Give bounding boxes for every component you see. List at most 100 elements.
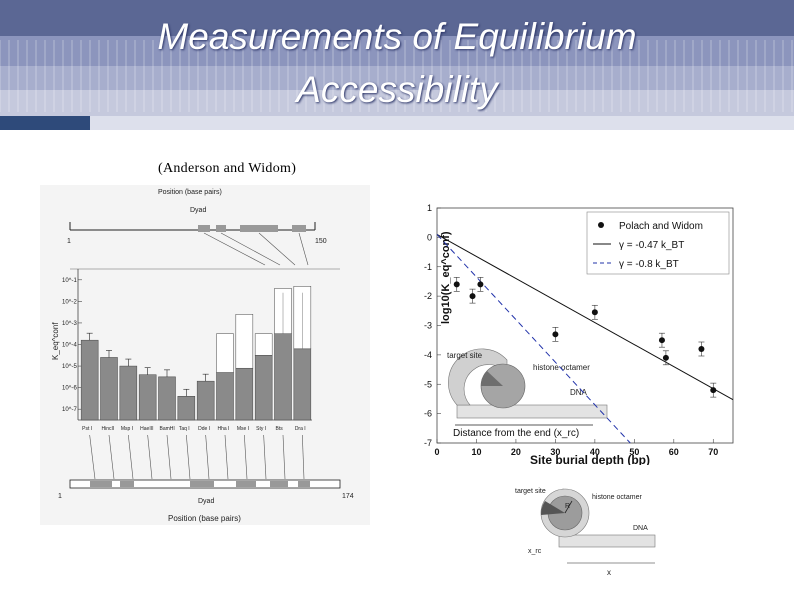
left-open-bar (216, 333, 234, 373)
left-category-label: Msp I (121, 426, 133, 432)
bottom-connector (147, 434, 153, 480)
diagram-octamer-label: histone octamer (592, 494, 642, 501)
data-point (477, 281, 484, 288)
data-point (662, 354, 669, 361)
top-site-1 (198, 225, 210, 232)
data-point (710, 387, 717, 394)
diagram-target-site (540, 501, 565, 515)
left-bar (274, 333, 292, 421)
bottom-site-6 (298, 481, 310, 487)
left-y-tick-label: 10^-2 (62, 299, 77, 305)
inset-octamer-label: histone octamer (533, 363, 590, 372)
left-category-label: Bts (275, 426, 283, 432)
left-bar (235, 367, 254, 421)
data-point (552, 331, 559, 338)
left-category-labels: Pst I HincII Msp I HaeIII BamHI Taq I Dde I Hha… (82, 426, 306, 432)
left-bar (119, 365, 138, 421)
inset-target-site (481, 371, 503, 386)
right-x-tick-label: 30 (550, 447, 560, 457)
diagram-xrc-label: x_rc (528, 548, 542, 555)
right-x-tick-label: 50 (629, 447, 639, 457)
legend-box (586, 211, 730, 275)
left-bar (196, 380, 215, 421)
left-bar (293, 348, 312, 421)
left-category-label: HaeIII (140, 426, 153, 432)
top-axis-title: Position (base pairs) (158, 189, 222, 196)
right-y-tick-label: -6 (424, 409, 432, 419)
right-y-tick-label: -7 (424, 438, 432, 448)
diagram-radius-line (564, 500, 573, 514)
left-bar (100, 357, 118, 421)
header-dark-band (0, 0, 794, 36)
left-category-label: Pst I (82, 426, 92, 432)
top-site-4 (292, 225, 306, 232)
bottom-connector (186, 434, 191, 480)
inset-dna (456, 404, 608, 419)
legend-label-solid: γ = -0.47 k_BT (619, 240, 684, 251)
bottom-connector (263, 434, 267, 480)
top-connector (258, 232, 296, 266)
diagram-dna (558, 534, 656, 548)
header-light-band (0, 90, 794, 116)
left-y-tick-label: 10^-3 (62, 321, 77, 327)
right-x-label: Site burial depth (bp) (530, 453, 650, 465)
bottom-connector (108, 434, 115, 480)
right-y-tick-label: -4 (424, 350, 432, 360)
right-x-ticks: 0 10 20 30 40 50 60 70 (434, 439, 718, 457)
diagram-x-label: x (607, 568, 611, 577)
right-y-label: log10(K_eq^conf) (440, 231, 452, 324)
left-category-label: Taq I (179, 426, 190, 432)
bottom-right-diagram: target site histone octamer R DNA x_rc x (515, 488, 656, 577)
data-point (469, 293, 476, 300)
right-y-tick-label: -3 (424, 321, 432, 331)
bottom-connector-lines (89, 434, 305, 480)
bottom-connector (205, 434, 210, 480)
diagram-dna-label: DNA (633, 525, 648, 532)
right-y-tick-label: -1 (424, 262, 432, 272)
inset-target-label: target site (447, 351, 483, 360)
slide-header: Measurements of Equilibrium Accessibilit… (0, 0, 794, 130)
bottom-axis-title: Position (base pairs) (168, 514, 241, 523)
top-axis-end: 150 (315, 238, 327, 245)
top-dyad-label: Dyad (190, 207, 206, 214)
left-bar (216, 372, 234, 421)
bottom-connector (89, 434, 96, 480)
header-mid-band (0, 36, 794, 66)
data-point (591, 309, 598, 316)
legend-marker-points (598, 222, 604, 228)
right-x-tick-label: 10 (471, 447, 481, 457)
top-connector (220, 232, 281, 266)
right-x-tick-label: 20 (511, 447, 521, 457)
left-bars (80, 286, 312, 421)
left-figure: Position (base pairs) Dyad 1 150 K_eq^co… (40, 185, 370, 525)
inset-distance-label: Distance from the end (x_rc) (453, 428, 579, 439)
left-y-tick-label: 10^-6 (62, 386, 77, 392)
right-y-tick-label: 0 (427, 232, 432, 242)
right-y-tick-label: -5 (424, 379, 432, 389)
bottom-connector (302, 434, 305, 480)
left-y-label: K_eq^conf (51, 322, 60, 360)
inset-diagram: target site histone octamer DNA Distance… (447, 348, 608, 439)
right-x-tick-label: 60 (669, 447, 679, 457)
left-y-tick-label: 10^-4 (62, 343, 77, 349)
left-bar (138, 374, 157, 421)
right-x-tick-label: 40 (590, 447, 600, 457)
bottom-axis-end: 174 (342, 493, 354, 500)
bottom-connector (166, 434, 172, 480)
right-chart: log10(K_eq^conf) Site burial depth (bp) … (424, 203, 734, 465)
inset-dna-label: DNA (570, 388, 588, 397)
bottom-site-1 (90, 481, 112, 487)
legend-label-dashed: γ = -0.8 k_BT (619, 259, 679, 270)
bottom-site-2 (120, 481, 134, 487)
header-stripes (0, 40, 793, 112)
diagram-target-label: target site (515, 488, 546, 495)
left-y-tick-label: 10^-1 (62, 278, 77, 284)
header-lightest-band (0, 116, 794, 130)
bottom-site-3 (190, 481, 214, 487)
fit-line-solid (436, 234, 734, 401)
top-site-2 (216, 225, 226, 232)
bottom-connector (128, 434, 134, 480)
left-bar (177, 396, 196, 421)
left-bar (80, 339, 99, 421)
header-band-3 (0, 66, 794, 90)
